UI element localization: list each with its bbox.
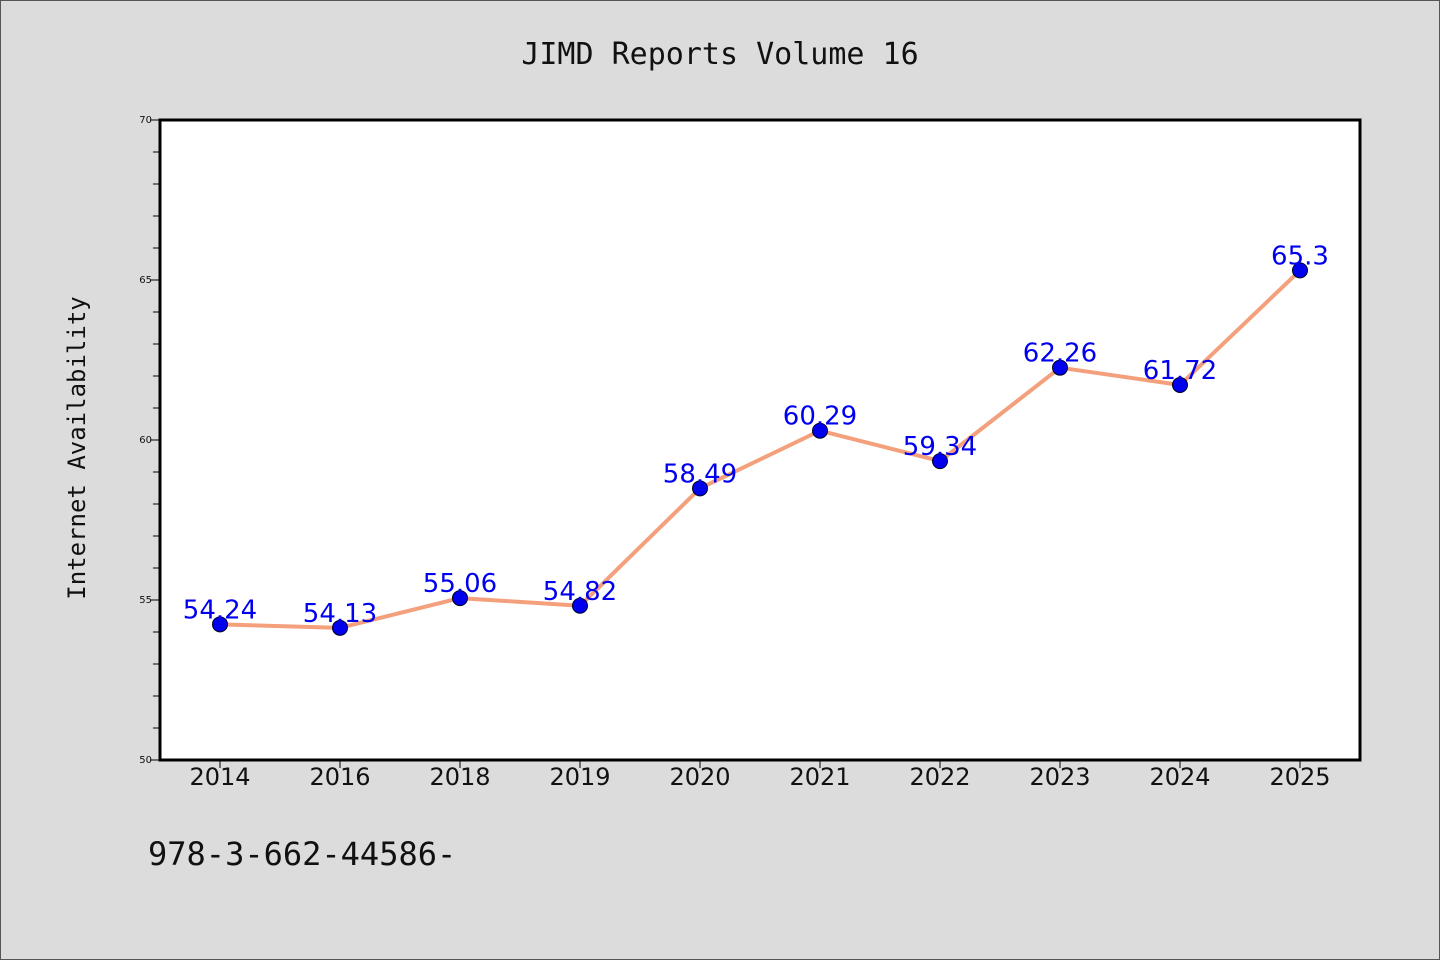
data-label: 54.82 (543, 577, 617, 607)
footer-text: 978-3-662-44586- (148, 835, 456, 873)
x-tick-label: 2024 (1149, 763, 1210, 791)
y-axis-label: Internet Availability (63, 296, 91, 599)
data-label: 60.29 (783, 402, 857, 432)
data-point (452, 590, 468, 607)
x-tick-label: 2025 (1269, 763, 1330, 791)
x-tick-label: 2023 (1029, 763, 1090, 791)
data-label: 58.49 (663, 459, 737, 489)
data-point (932, 453, 948, 470)
x-tick-label: 2014 (189, 763, 250, 791)
y-tick-label: 60 (139, 435, 152, 446)
x-tick-label: 2022 (909, 763, 970, 791)
chart-title: JIMD Reports Volume 16 (521, 37, 918, 72)
data-label: 55.06 (423, 569, 497, 599)
x-tick-label: 2020 (669, 763, 730, 791)
y-tick-label: 65 (139, 275, 152, 286)
data-label: 54.13 (303, 599, 377, 629)
series-layer: 54.24 54.13 55.06 54.82 58.49 60.29 59.34 62.26… (183, 241, 1329, 636)
x-tick-label: 2018 (429, 763, 490, 791)
data-label: 54.24 (183, 595, 257, 625)
data-point (572, 597, 588, 614)
data-label: 65.3 (1271, 241, 1329, 271)
data-point (1052, 359, 1068, 376)
x-tick-label: 2021 (789, 763, 850, 791)
y-tick-label: 70 (139, 115, 152, 126)
series-line (219, 268, 1302, 630)
data-point (1292, 262, 1308, 279)
y-tick-label: 55 (139, 595, 152, 606)
data-point (332, 619, 348, 636)
data-label: 61.72 (1143, 356, 1217, 386)
plot-area (158, 118, 1362, 762)
data-point (212, 616, 228, 633)
x-tick-label: 2019 (549, 763, 610, 791)
data-point (1172, 376, 1188, 393)
data-label: 62.26 (1023, 339, 1097, 369)
y-tick-label: 50 (139, 755, 152, 766)
x-axis: 2014 2016 2018 2019 2020 2021 2022 2023 2024 2025 (189, 760, 1331, 791)
data-point (812, 422, 828, 439)
data-label: 59.34 (903, 432, 977, 462)
data-point (692, 480, 708, 497)
x-tick-label: 2016 (309, 763, 370, 791)
y-axis: 50 55 60 65 70 (139, 115, 160, 766)
